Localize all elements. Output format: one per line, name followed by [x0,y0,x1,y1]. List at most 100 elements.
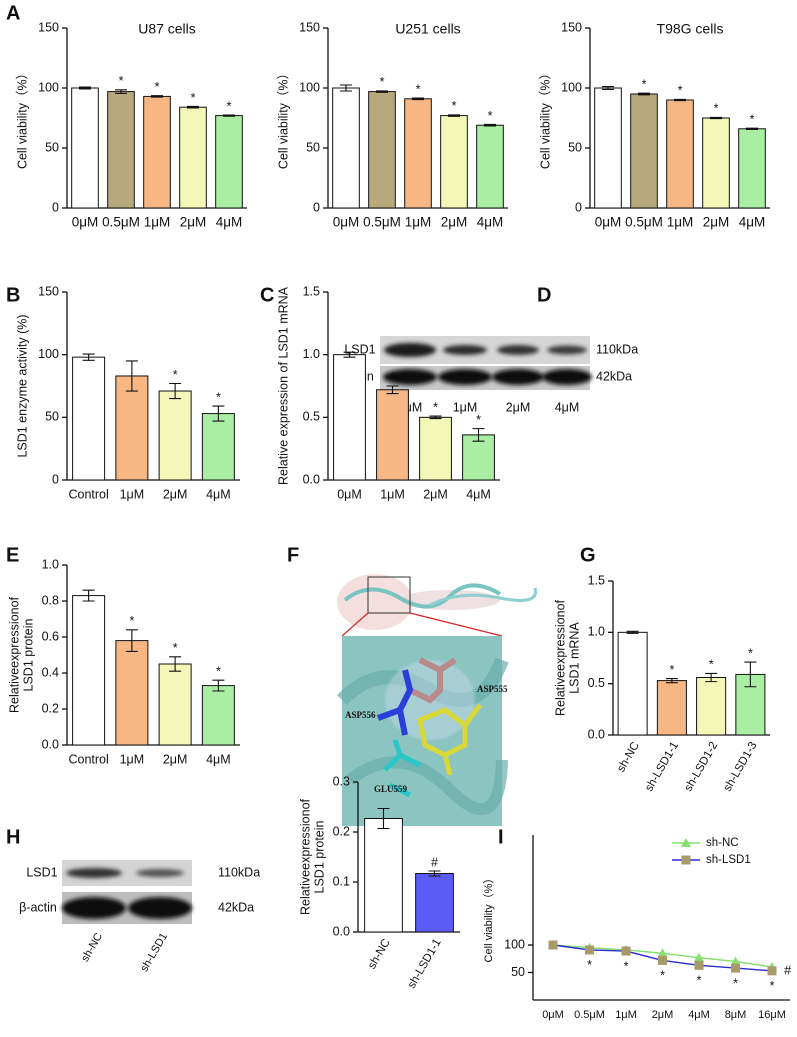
blot-band [497,345,539,355]
y-axis-label: Relativeexpressionof [553,599,567,716]
error-bar [665,677,678,684]
y-tick-label: 0.0 [303,472,320,486]
bar [201,685,235,746]
blot-band [438,369,492,385]
x-tick-label: Control [68,487,108,501]
significance-mark: * [748,646,753,660]
point [694,952,704,962]
blot-lane: 2μM [506,400,531,414]
significance-mark: * [129,614,134,628]
x-tick-label: 2μM [652,1009,674,1021]
bar [415,873,454,933]
error-bar [125,629,138,652]
x-tick-label: 0.5μM [102,215,140,230]
bar [332,87,360,209]
bar [115,375,149,481]
y-tick-label: 0 [575,200,582,214]
point [621,946,631,956]
x-tick-label: 0μM [333,215,360,230]
panel-label: B [6,284,20,306]
error-bar [223,114,235,117]
significance-mark: * [416,82,421,96]
bar [143,95,171,209]
protein-ribbon [343,583,502,609]
residue [408,657,457,704]
y-axis-label: Relativeexpressionof [298,798,312,915]
error-bar [428,870,441,877]
x-tick-label: 2μM [163,487,188,501]
y-tick-label: 100 [504,937,525,951]
x-tick-label: 1μM [667,215,694,230]
bar [738,128,766,209]
y-tick-label: 0.5 [588,676,605,690]
bar [419,416,452,481]
error-bar [472,428,485,442]
significance-mark: * [216,390,221,404]
x-tick-label: sh-LSD1-2 [682,740,720,794]
bar [364,818,403,933]
significance-mark: * [173,368,178,382]
x-tick-label: 2μM [423,487,448,501]
significance-mark: * [390,370,395,384]
significance-mark: * [770,979,775,993]
chart-title: U251 cells [395,21,460,37]
blot-row-label: LSD1 [344,342,375,356]
x-tick-label: Control [68,752,108,766]
point [681,855,691,865]
x-tick-label: 4μM [477,215,504,230]
y-tick-label: 0 [313,200,320,214]
point [694,960,704,970]
x-tick-label: 4μM [206,752,231,766]
residue [383,739,422,798]
significance-mark: * [433,400,438,414]
x-tick-label: 1μM [405,215,432,230]
y-tick-label: 50 [45,140,59,154]
y-tick-label: 50 [511,965,525,979]
panel-label: C [260,284,274,306]
x-tick-label: 4μM [206,487,231,501]
bar [333,354,366,481]
blot-size: 110kDa [218,865,260,879]
point [731,963,740,973]
blot-band [62,897,126,919]
y-axis-label: LSD1 enzyme activity (%) [15,314,29,457]
y-tick-label: 0.1 [333,874,350,888]
x-tick-label: sh-NC [366,937,393,971]
y-tick-label: 100 [38,347,59,361]
error-bar [169,656,182,672]
significance-mark: * [227,99,232,113]
significance-mark: * [380,75,385,89]
significance-mark: # [431,855,438,869]
x-tick-label: 8μM [725,1009,747,1021]
bar [72,356,106,481]
x-tick-label: 4μM [216,215,243,230]
bar [702,117,730,209]
x-tick-label: 1μM [120,752,145,766]
y-axis-label: Cell viability（%） [482,873,495,963]
y-tick-label: 1.5 [588,573,605,587]
significance-mark: * [678,84,683,98]
blot-band [542,369,592,385]
y-tick-label: 0.0 [42,737,59,751]
significance-mark: * [155,80,160,94]
residue-label: GLU559 [374,784,408,794]
y-tick-label: 1.0 [42,557,59,571]
error-bar [187,105,199,109]
y-tick-label: 1.5 [303,284,320,298]
error-bar [705,672,718,683]
significance-mark: * [476,413,481,427]
bar [630,93,658,209]
zoom-line [341,612,369,637]
x-tick-label: 4μM [739,215,766,230]
blot-band [128,897,192,919]
x-tick-label: 0μM [337,487,362,501]
panel-label: I [498,826,504,848]
bar [404,98,432,209]
error-bar [169,382,182,400]
protein-surface [337,574,413,630]
x-tick-label: 1μM [120,487,145,501]
zoom-box [367,576,411,614]
significance-mark: * [714,102,719,116]
y-tick-label: 0.2 [42,701,59,715]
